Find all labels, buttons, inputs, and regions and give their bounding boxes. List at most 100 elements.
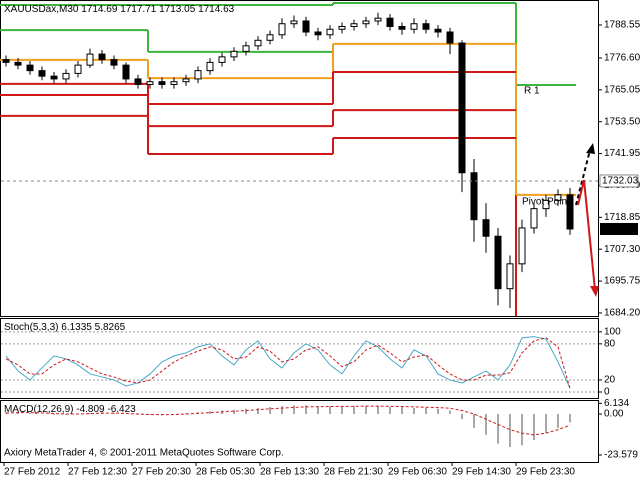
x-tick-label: 29 Feb 23:30 [516, 467, 575, 478]
x-tick-label: 29 Feb 14:30 [452, 467, 511, 478]
y-tick-label: 1776.60 [604, 53, 640, 64]
projection-arrows [575, 143, 599, 297]
macd-signal-value: -6.423 [107, 404, 136, 415]
candle-body [242, 45, 250, 52]
candle-body [254, 39, 262, 47]
plot-layer: 1788.551776.601765.051753.501741.951730.… [0, 2, 640, 461]
x-tick-label: 27 Feb 12:30 [68, 467, 127, 478]
y-tick-label: -23.579 [604, 450, 638, 461]
level-label: R 1 [524, 86, 540, 97]
ohlc-close: 1714.63 [198, 4, 235, 15]
candle-body [530, 208, 538, 229]
candle-body [38, 70, 46, 77]
panel-frames [0, 0, 599, 463]
candle-body [206, 61, 214, 72]
y-tick-label: 1684.20 [604, 308, 640, 319]
candle-body [278, 23, 286, 36]
y-tick-label: 0.00 [604, 409, 624, 420]
stoch-signal-value: 5.8265 [95, 322, 126, 333]
candle-body [518, 227, 526, 265]
level-label: Pivot Point [522, 196, 570, 207]
candle-body [266, 34, 274, 41]
candle-body [398, 25, 406, 30]
candle-body [158, 81, 166, 85]
candle-body [506, 263, 514, 290]
candle-body [290, 20, 298, 25]
stoch-signal [5, 337, 571, 389]
candle-body [458, 42, 466, 174]
last-label: 1714.63 [602, 224, 639, 235]
stoch-title: Stoch(5,3,3) [4, 322, 58, 333]
macd-value: -4.809 [76, 404, 105, 415]
candle-body [218, 56, 226, 63]
candle-body [230, 50, 238, 58]
candle-body [338, 25, 346, 30]
candle-body [110, 59, 118, 66]
x-tick-label: 27 Feb 20:30 [132, 467, 191, 478]
copyright: Axiory MetaTrader 4, © 2001-2011 MetaQuo… [4, 448, 284, 459]
main-panel [0, 0, 599, 317]
ohlc-high: 1717.71 [120, 4, 157, 15]
candle-body [434, 28, 442, 33]
y-tick-label: 100 [604, 326, 621, 337]
bid-box [599, 174, 639, 188]
candle-body [26, 64, 34, 72]
candle-body [74, 64, 82, 74]
x-tick-label: 28 Feb 21:30 [324, 467, 383, 478]
stoch-panel [0, 318, 599, 399]
arrow-head [586, 143, 595, 154]
candle-body [14, 61, 22, 66]
arrow-up [575, 149, 591, 206]
y-tick-label: 1741.95 [604, 148, 640, 159]
candle-body [554, 194, 562, 201]
arrow-head [590, 286, 599, 297]
candle-body [146, 81, 154, 85]
stoch-header: Stoch(5,3,3) 6.1335 5.8265 [4, 322, 126, 333]
candle-body [86, 53, 94, 66]
candle-body [2, 59, 10, 63]
arrow-red-down [583, 179, 596, 291]
candle-body [194, 70, 202, 80]
y-tick-label: 80 [604, 339, 616, 350]
candle-body [542, 199, 550, 210]
ohlc-open: 1714.69 [81, 4, 118, 15]
macd-header: MACD(12,26,9) -4.809 -6.423 [4, 404, 136, 415]
candle-body [470, 172, 478, 221]
candle-body [494, 235, 502, 290]
x-tick-label: 29 Feb 06:30 [388, 467, 447, 478]
candle-body [350, 23, 358, 27]
stoch-main-value: 6.1335 [61, 322, 92, 333]
x-tick-label: 28 Feb 13:30 [260, 467, 319, 478]
macd-title: MACD(12,26,9) [4, 404, 73, 415]
candle-body [98, 53, 106, 61]
y-tick-label: 1707.30 [604, 244, 640, 255]
y-tick-label: 1765.05 [604, 84, 640, 95]
macd-panel [0, 400, 599, 463]
candle-body [50, 75, 58, 80]
x-tick-label: 27 Feb 2012 [4, 467, 61, 478]
candle-body [302, 20, 310, 33]
candle-body [314, 31, 322, 36]
ohlc-low: 1713.05 [159, 4, 196, 15]
candle-body [386, 17, 394, 27]
y-tick-label: 6.134 [604, 398, 629, 409]
arrow-red-up [577, 179, 585, 206]
last-box [600, 222, 638, 235]
candle-body [482, 219, 490, 237]
candle-body [170, 81, 178, 85]
y-tick-label: 1695.75 [604, 276, 640, 287]
candle-body [122, 64, 130, 80]
x-tick-label: 28 Feb 05:30 [196, 467, 255, 478]
candle-body [566, 194, 574, 230]
y-tick-label: 1753.50 [604, 116, 640, 127]
symbol: XAUUSDax,M30 [4, 4, 79, 15]
candle-body [410, 23, 418, 30]
y-tick-label: 1788.55 [604, 20, 640, 31]
bid-label: 1732.03 [602, 176, 639, 187]
candle-body [374, 17, 382, 22]
y-tick-label: 1718.85 [604, 212, 640, 223]
candle-body [422, 23, 430, 30]
y-tick-label: 20 [604, 375, 616, 386]
header: XAUUSDax,M30 1714.69 1717.71 1713.05 171… [4, 4, 235, 15]
